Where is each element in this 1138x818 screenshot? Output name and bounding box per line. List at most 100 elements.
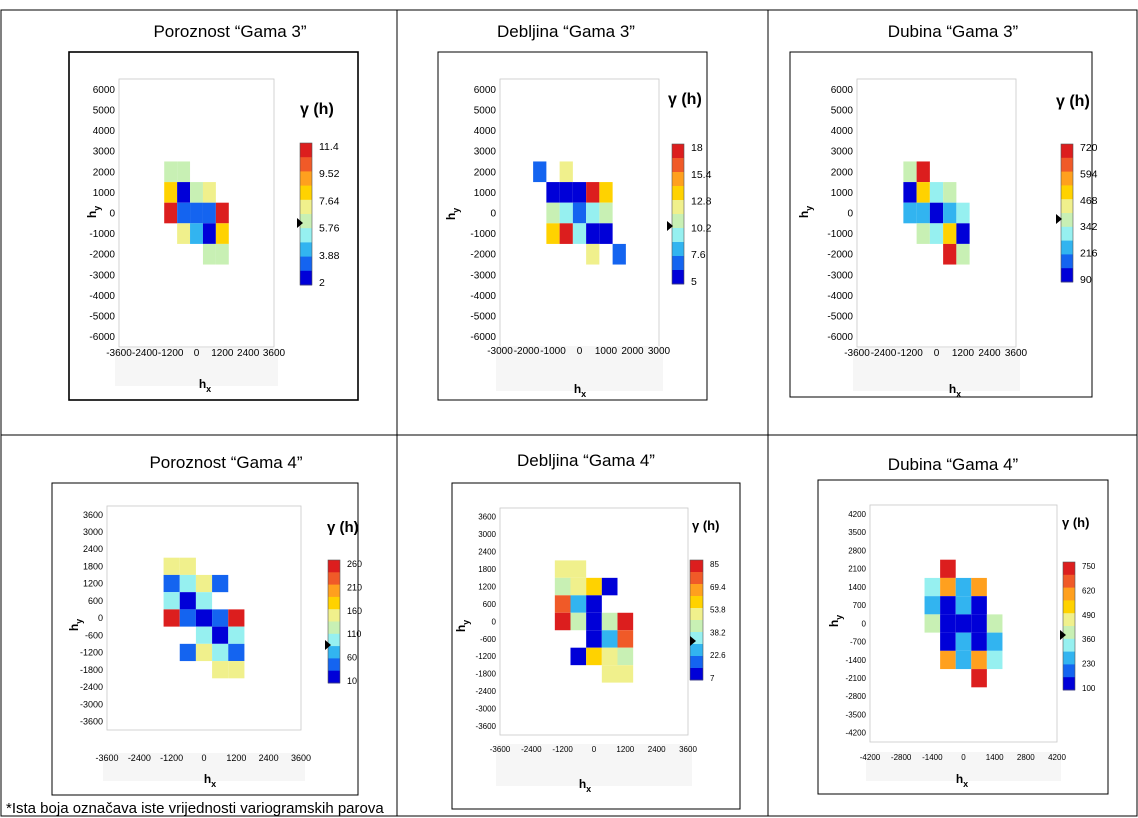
- x-tick-label: -1400: [922, 753, 943, 762]
- x-tick-label: 0: [194, 348, 200, 359]
- x-tick-label: 2400: [648, 745, 666, 754]
- colorbar-label: 216: [1080, 248, 1098, 260]
- heatmap-cell: [212, 643, 229, 662]
- colorbar-label: 85: [710, 560, 719, 569]
- colorbar-segment: [1061, 240, 1073, 255]
- colorbar-segment: [300, 171, 312, 186]
- heatmap-cell: [929, 223, 944, 244]
- x-tick-label: -1200: [552, 745, 573, 754]
- colorbar-segment: [300, 143, 312, 158]
- y-tick-label: 0: [109, 209, 115, 220]
- colorbar-label: 468: [1080, 195, 1098, 207]
- colorbar-label: 22.6: [710, 651, 726, 660]
- heatmap-cell: [601, 665, 618, 683]
- x-axis-label: hx: [579, 777, 591, 794]
- colorbar-label: 720: [1080, 142, 1098, 154]
- figure-grid-lines: [0, 9, 1138, 817]
- variogram-map-panel: Dubina “Gama 3” 6000 5000 4000 3000 2000 1000 0…: [789, 22, 1098, 399]
- colorbar-segment: [328, 596, 340, 610]
- colorbar-segment: [690, 668, 703, 681]
- legend-title: γ (h): [692, 518, 719, 533]
- y-tick-label: 3000: [831, 147, 854, 158]
- heatmap-cell: [956, 202, 970, 224]
- y-tick-label: 6000: [93, 85, 116, 96]
- x-tick-label: 0: [592, 745, 597, 754]
- heatmap-cell: [195, 609, 213, 627]
- colorbar-segment: [300, 185, 312, 201]
- colorbar-frame: [671, 143, 685, 285]
- legend-title: γ (h): [327, 519, 359, 536]
- heatmap-cell: [986, 632, 1003, 651]
- heatmap-cell: [179, 609, 196, 627]
- chart-title: Dubina “Gama 4”: [888, 455, 1019, 474]
- y-tick-label: 600: [88, 596, 103, 606]
- y-axis-label: hy: [85, 206, 102, 218]
- colorbar-frame: [299, 142, 313, 286]
- heatmap-cell: [586, 612, 602, 631]
- y-tick-label: 2100: [848, 565, 866, 574]
- colorbar-frame: [327, 559, 341, 684]
- heatmap-cell: [586, 630, 602, 648]
- colorbar-segment: [672, 172, 684, 187]
- y-tick-label: 1000: [93, 188, 116, 199]
- x-tick-label: 3600: [291, 753, 311, 763]
- colorbar-segment: [672, 270, 684, 285]
- y-tick-label: 1200: [83, 579, 103, 589]
- heatmap-cell: [956, 243, 970, 265]
- colorbar-segment: [328, 670, 340, 684]
- x-tick-label: 2400: [978, 348, 1001, 359]
- colorbar-label: 750: [1082, 562, 1096, 571]
- y-tick-label: -600: [480, 635, 497, 644]
- colorbar-label: 360: [1082, 635, 1096, 644]
- heatmap-cell: [202, 182, 216, 203]
- y-tick-label: 3000: [83, 527, 103, 537]
- heatmap-cell: [570, 595, 587, 613]
- x-axis-label: hx: [204, 772, 216, 789]
- x-tick-label: -2400: [871, 348, 897, 359]
- x-tick-label: 2800: [1017, 753, 1035, 762]
- y-tick-label: -6000: [470, 332, 496, 343]
- footnote: *Ista boja označava iste vrijednosti var…: [6, 800, 384, 817]
- y-tick-label: -3600: [80, 717, 103, 727]
- heatmap-cell: [572, 182, 587, 203]
- y-tick-label: 1800: [478, 565, 496, 574]
- x-tick-label: 0: [961, 753, 966, 762]
- x-tick-label: 3600: [263, 348, 286, 359]
- y-tick-label: -5000: [89, 312, 115, 323]
- heatmap-cell: [943, 202, 957, 224]
- heatmap-cell: [572, 202, 587, 224]
- y-tick-label: 2800: [848, 546, 866, 555]
- heatmap-cell: [212, 574, 229, 593]
- x-tick-label: 0: [201, 753, 206, 763]
- colorbar-label: 2: [319, 277, 325, 289]
- y-axis-label: hy: [454, 620, 471, 632]
- colorbar-segment: [1063, 600, 1075, 614]
- x-tick-label: -3600: [106, 348, 132, 359]
- heatmap-cell: [601, 647, 618, 666]
- y-axis-label: hy: [67, 619, 84, 631]
- y-tick-label: -4200: [846, 729, 867, 738]
- y-tick-label: 0: [847, 209, 853, 220]
- heatmap-cell: [546, 202, 560, 224]
- heatmap-cell: [903, 202, 917, 224]
- x-tick-label: -4200: [860, 753, 881, 762]
- colorbar-label: 342: [1080, 221, 1098, 233]
- heatmap-cell: [940, 559, 956, 578]
- x-tick-label: 3600: [679, 745, 697, 754]
- y-tick-label: 5000: [474, 105, 497, 116]
- legend-title: γ (h): [668, 91, 702, 108]
- y-tick-label: -1400: [846, 656, 867, 665]
- y-tick-label: -1800: [80, 665, 103, 675]
- heatmap-cell: [533, 161, 547, 183]
- heatmap-cell: [916, 161, 930, 183]
- heatmap-cell: [599, 202, 613, 224]
- colorbar-segment: [1061, 226, 1073, 241]
- chart-title: Poroznost “Gama 4”: [149, 453, 302, 472]
- heatmap-cell: [554, 577, 571, 596]
- colorbar-label: 210: [347, 582, 362, 592]
- y-tick-label: -4000: [89, 291, 115, 302]
- colorbar-pointer-icon: [1056, 214, 1062, 224]
- legend-title: γ (h): [300, 101, 334, 118]
- heatmap-cell: [163, 574, 180, 593]
